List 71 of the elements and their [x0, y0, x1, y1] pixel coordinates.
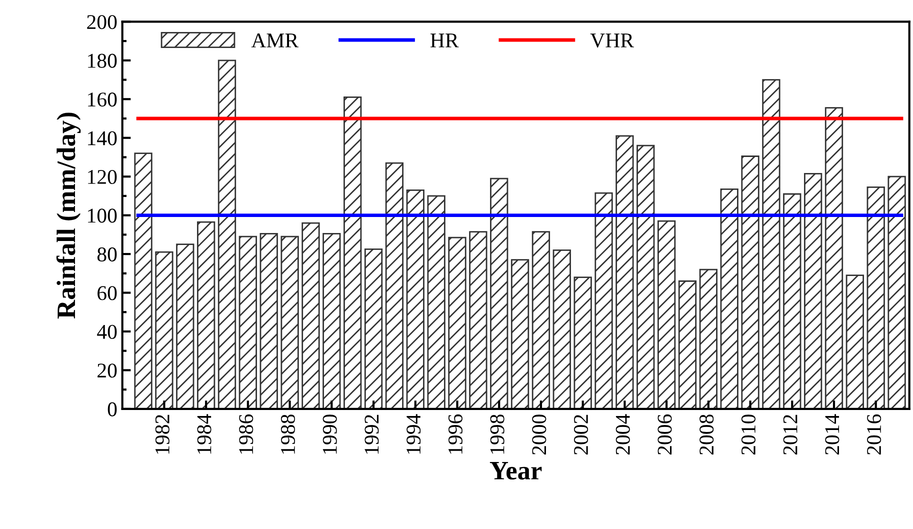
bar: [804, 172, 822, 409]
y-tick-label: 40: [97, 324, 117, 339]
x-tick-label: 1988: [280, 414, 296, 454]
x-tick-label: 2008: [700, 414, 714, 455]
bar: [783, 193, 802, 409]
bar: [364, 248, 383, 409]
y-tick-label: 180: [88, 54, 117, 68]
bar: [385, 162, 404, 409]
bar: [197, 221, 216, 409]
x-tick-label: 2012: [783, 414, 798, 455]
bar: [741, 156, 760, 409]
x-tick-label: 2000: [532, 414, 546, 455]
bar: [574, 276, 592, 409]
bar: [657, 220, 676, 409]
legend-label: VHR: [590, 34, 634, 48]
bar: [510, 259, 530, 409]
x-axis-title: Year: [490, 462, 542, 480]
bar: [322, 233, 341, 409]
legend-label: HR: [430, 34, 459, 48]
x-tick-label: 2006: [658, 414, 672, 455]
bar: [678, 280, 697, 409]
x-tick-label: 2002: [574, 414, 588, 455]
bar: [448, 236, 466, 409]
y-tick-label: 0: [108, 402, 117, 416]
x-tick-label: 1984: [197, 414, 212, 454]
bar: [720, 188, 738, 409]
x-tick-label: 1986: [239, 414, 254, 454]
bar: [552, 249, 571, 409]
bar: [134, 152, 152, 409]
x-tick-label: 1998: [490, 414, 504, 454]
bar: [176, 244, 194, 409]
bar: [280, 236, 299, 409]
bar: [636, 144, 655, 409]
bar: [427, 195, 446, 409]
bar: [155, 251, 174, 409]
bar: [406, 189, 424, 409]
bar: [824, 107, 844, 409]
bar: [260, 233, 278, 409]
bar: [469, 231, 488, 409]
x-tick-label: 1992: [364, 414, 379, 454]
y-tick-label: 200: [87, 15, 117, 30]
bar: [302, 222, 320, 409]
y-axis-title: Rainfall (mm/day): [56, 112, 81, 319]
x-tick-label: 2010: [741, 414, 756, 455]
x-tick-label: 1996: [448, 414, 462, 454]
x-tick-label: 2004: [616, 414, 630, 455]
x-tick-label: 2016: [867, 414, 882, 455]
y-tick-label: 140: [88, 131, 117, 146]
bar: [699, 268, 718, 409]
bar: [532, 231, 550, 409]
x-tick-label: 1990: [322, 414, 337, 454]
bar: [218, 60, 236, 409]
y-tick-label: 60: [98, 286, 117, 300]
bar: [238, 236, 257, 409]
bar: [344, 96, 362, 409]
y-tick-label: 80: [97, 247, 117, 262]
bar: [866, 186, 885, 409]
bar: [616, 135, 634, 409]
y-tick-label: 160: [88, 92, 117, 107]
bar: [594, 192, 613, 409]
x-tick-label: 1994: [406, 414, 421, 454]
y-tick-label: 20: [98, 364, 117, 378]
x-tick-label: 1982: [155, 414, 170, 454]
y-tick-label: 120: [88, 170, 117, 184]
x-tick-label: 2014: [825, 414, 840, 455]
bar: [490, 178, 508, 409]
bar: [888, 176, 906, 409]
legend-label: AMR: [251, 34, 299, 48]
bar: [846, 274, 864, 409]
y-tick-label: 100: [88, 208, 117, 223]
bar: [762, 79, 780, 409]
